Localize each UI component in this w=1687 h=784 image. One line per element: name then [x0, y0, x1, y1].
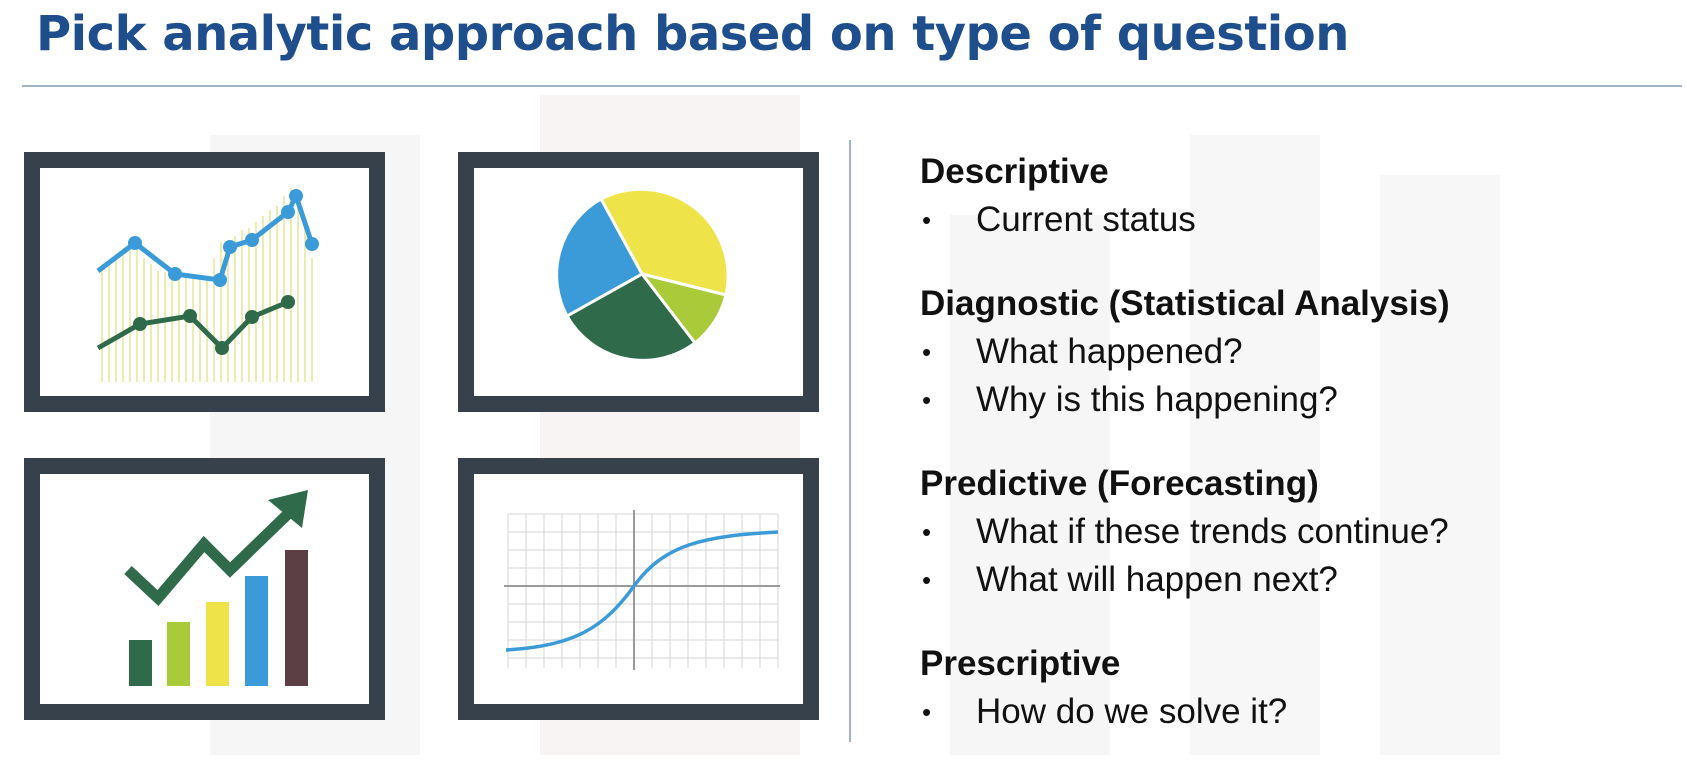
- type-heading: Predictive (Forecasting): [920, 464, 1319, 503]
- bullet-item: Current status: [920, 196, 1660, 244]
- vertical-divider: [849, 140, 851, 742]
- type-bullets: What happened? Why is this happening?: [920, 328, 1660, 424]
- bullet-item: How do we solve it?: [920, 688, 1660, 736]
- growth-chart-illustration: [24, 458, 385, 720]
- slide-title: Pick analytic approach based on type of …: [36, 6, 1349, 62]
- title-divider: [22, 85, 1682, 87]
- s-curve-graph-icon: [504, 510, 780, 670]
- type-heading: Descriptive: [920, 152, 1109, 191]
- type-predictive: Predictive (Forecasting) What if these t…: [920, 462, 1660, 604]
- type-heading: Prescriptive: [920, 644, 1121, 683]
- type-prescriptive: Prescriptive How do we solve it?: [920, 642, 1660, 736]
- type-bullets: Current status: [920, 196, 1660, 244]
- s-curve-illustration: [458, 458, 819, 720]
- growth-bar-chart-icon: [124, 490, 308, 686]
- bullet-item: What if these trends continue?: [920, 508, 1660, 556]
- pie-chart-icon: [555, 187, 730, 362]
- line-chart-illustration: [24, 152, 385, 412]
- bullet-item: What happened?: [920, 328, 1660, 376]
- pie-chart-illustration: [458, 152, 819, 412]
- analytics-types-list: Descriptive Current status Diagnostic (S…: [920, 150, 1660, 736]
- type-bullets: What if these trends continue? What will…: [920, 508, 1660, 604]
- type-bullets: How do we solve it?: [920, 688, 1660, 736]
- type-diagnostic: Diagnostic (Statistical Analysis) What h…: [920, 282, 1660, 424]
- bullet-item: What will happen next?: [920, 556, 1660, 604]
- type-heading: Diagnostic (Statistical Analysis): [920, 284, 1450, 323]
- line-chart-icon: [96, 188, 319, 382]
- type-descriptive: Descriptive Current status: [920, 150, 1660, 244]
- bullet-item: Why is this happening?: [920, 376, 1660, 424]
